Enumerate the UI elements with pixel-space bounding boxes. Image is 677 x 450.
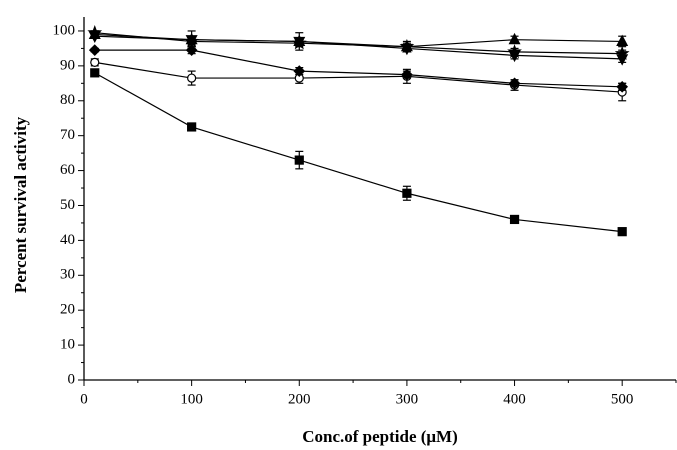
y-tick-label: 100	[53, 22, 76, 38]
x-tick-label: 200	[288, 391, 311, 407]
series-line	[94, 35, 623, 60]
marker	[293, 36, 306, 49]
x-tick-label: 300	[396, 391, 419, 407]
marker	[90, 57, 100, 67]
marker	[509, 214, 520, 225]
y-tick-label: 0	[68, 371, 76, 387]
marker	[508, 50, 521, 63]
marker	[616, 80, 629, 93]
marker	[616, 54, 629, 66]
y-tick-label: 50	[60, 197, 75, 213]
x-tick-label: 400	[503, 391, 526, 407]
marker	[616, 34, 629, 47]
marker	[90, 68, 100, 78]
x-tick-label: 100	[180, 391, 203, 407]
x-tick-label: 500	[611, 391, 634, 407]
marker	[294, 155, 304, 165]
y-tick-label: 70	[60, 127, 75, 143]
marker	[402, 188, 412, 198]
y-tick-label: 30	[60, 267, 75, 283]
marker	[508, 77, 521, 90]
marker	[400, 43, 413, 56]
x-axis-title: Conc.of peptide (μM)	[302, 427, 458, 446]
y-tick-label: 40	[60, 232, 75, 248]
series-line	[94, 61, 623, 93]
y-tick-label: 80	[60, 92, 75, 108]
marker	[88, 44, 101, 57]
y-tick-label: 20	[60, 302, 75, 318]
x-tick-label: 0	[80, 391, 88, 407]
series-line	[94, 72, 623, 233]
marker	[88, 31, 101, 43]
marker	[187, 122, 197, 132]
y-axis-title: Percent survival activity	[11, 116, 30, 293]
y-tick-label: 90	[60, 57, 75, 73]
marker	[508, 32, 521, 45]
y-tick-label: 10	[60, 337, 75, 353]
marker	[617, 227, 627, 237]
marker	[187, 73, 197, 83]
y-tick-label: 60	[60, 162, 75, 178]
marker	[401, 68, 413, 81]
marker	[293, 65, 306, 77]
marker	[185, 35, 198, 47]
series-line	[94, 49, 623, 88]
